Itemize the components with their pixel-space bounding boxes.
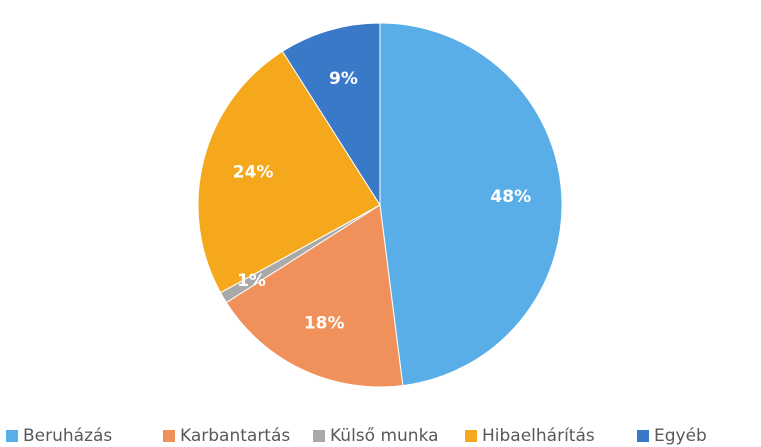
slice-label: 24% — [233, 162, 274, 182]
slice-label: 48% — [490, 187, 531, 207]
legend-label: Egyéb — [654, 426, 707, 446]
pie-slice — [225, 204, 404, 388]
slice-label: 1% — [237, 271, 266, 291]
legend-label: Külső munka — [330, 426, 439, 446]
legend-swatch — [313, 430, 325, 442]
slice-label: 18% — [304, 314, 345, 334]
legend-swatch — [465, 430, 477, 442]
pie-slice — [379, 22, 563, 387]
slice-label: 9% — [329, 69, 358, 89]
legend-swatch — [6, 430, 18, 442]
legend-swatch — [163, 430, 175, 442]
legend-swatch — [637, 430, 649, 442]
legend-label: Hibaelhárítás — [482, 426, 595, 446]
pie-slice — [281, 22, 381, 207]
legend-label: Karbantartás — [180, 426, 290, 446]
legend-label: Beruházás — [23, 426, 112, 446]
pie-slice — [197, 50, 381, 294]
